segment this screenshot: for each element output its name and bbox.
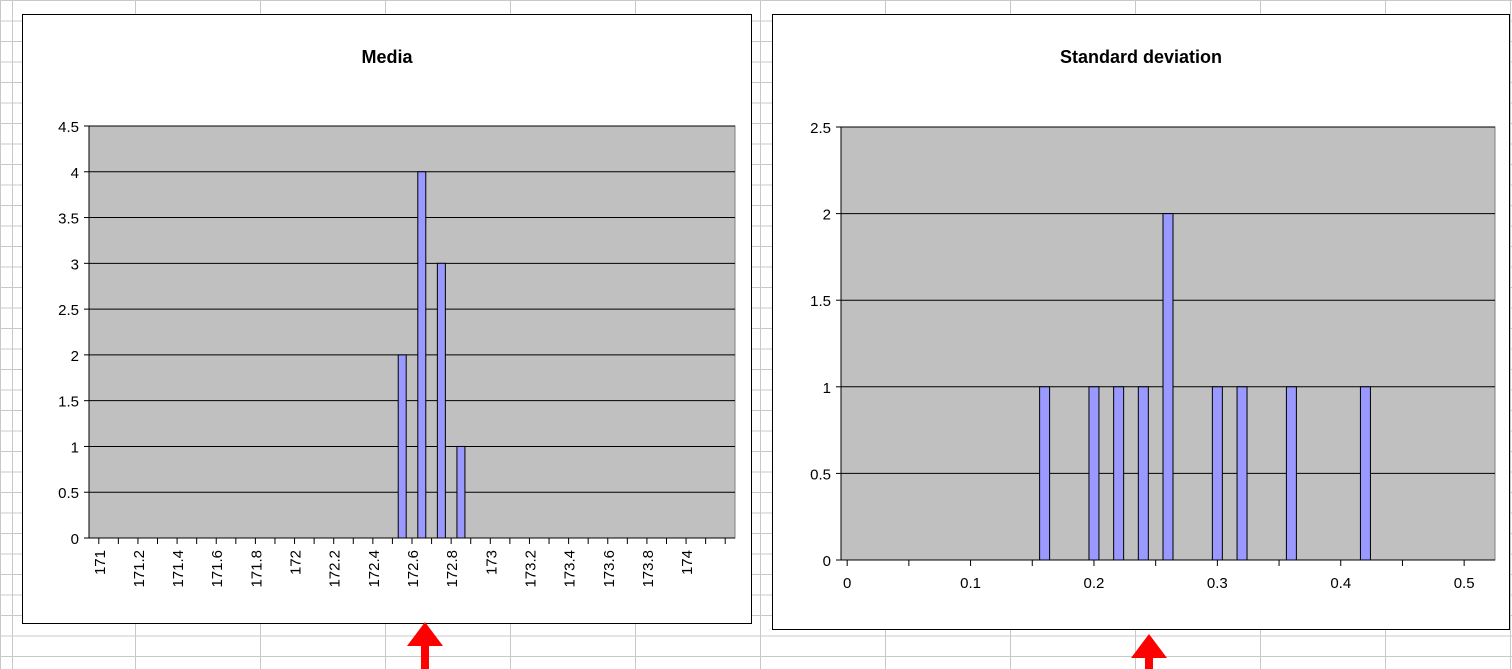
y-tick-label: 0.5 <box>58 485 79 502</box>
y-tick-label: 3.5 <box>58 211 79 228</box>
media-chart-plot: 0 0.5 1 1.5 2 2.5 3 3.5 4 4.5 171 171.2 171.4 171.6 17… <box>58 119 736 588</box>
y-tick-label: 1.5 <box>58 394 79 411</box>
bar <box>1285 386 1297 561</box>
media-chart[interactable]: Media 0 0.5 1 1.5 2 2.5 3 3.5 4 4.5 171 171.2 171.4 1… <box>22 14 752 624</box>
standard-deviation-chart[interactable]: Standard deviation 0 0.5 1 1.5 2 2.5 0 0.1 0.2 0.… <box>772 14 1510 630</box>
bar <box>1113 386 1125 561</box>
x-tick-label: 0.3 <box>1207 575 1228 592</box>
bar <box>1359 386 1371 561</box>
y-tick-label: 4.5 <box>58 119 79 136</box>
x-tick-label: 172.4 <box>366 550 383 588</box>
standard-deviation-chart-plot: 0 0.5 1 1.5 2 2.5 0 0.1 0.2 0.3 0.4 0.5 <box>810 120 1496 592</box>
x-tick-label: 0.2 <box>1084 575 1105 592</box>
bar <box>1211 386 1223 561</box>
bar <box>397 354 407 539</box>
bar <box>1088 386 1100 561</box>
plot-area <box>88 125 736 539</box>
bar <box>1039 386 1051 561</box>
x-tick-label: 172.6 <box>405 550 422 588</box>
x-tick-label: 173.4 <box>562 550 579 588</box>
x-tick-label: 174 <box>679 550 696 575</box>
y-tick-label: 2 <box>71 348 79 365</box>
x-tick-label: 171.4 <box>170 550 187 588</box>
y-tick-label: 1 <box>71 439 79 456</box>
x-tick-label: 0 <box>843 575 851 592</box>
bar <box>1236 386 1248 561</box>
x-tick-label: 172.8 <box>444 550 461 588</box>
y-tick-label: 1 <box>823 380 831 397</box>
y-tick-label: 1.5 <box>810 293 831 310</box>
y-tick-label: 2.5 <box>810 120 831 137</box>
x-tick-label: 173.6 <box>601 550 618 588</box>
y-tick-label: 0 <box>823 553 831 570</box>
y-tick-label: 3 <box>71 256 79 273</box>
bar <box>1162 213 1174 561</box>
x-tick-label: 171 <box>92 550 109 575</box>
chart-title-standard-deviation: Standard deviation <box>1059 47 1223 67</box>
y-tick-label: 0 <box>71 531 79 548</box>
x-tick-label: 173.8 <box>640 550 657 588</box>
x-tick-label: 0.1 <box>960 575 981 592</box>
x-tick-label: 173.2 <box>522 550 539 588</box>
x-tick-label: 171.8 <box>248 550 265 588</box>
x-tick-label: 0.5 <box>1454 575 1475 592</box>
bar <box>456 445 466 539</box>
bar <box>1137 386 1149 561</box>
y-tick-label: 4 <box>71 165 79 182</box>
x-tick-label: 172.2 <box>327 550 344 588</box>
x-tick-label: 173 <box>483 550 500 575</box>
y-tick-label: 2.5 <box>58 302 79 319</box>
y-tick-label: 0.5 <box>810 466 831 483</box>
x-tick-label: 171.2 <box>131 550 148 588</box>
bar <box>436 262 446 539</box>
x-tick-label: 0.4 <box>1330 575 1351 592</box>
chart-title-media: Media <box>361 47 413 67</box>
x-tick-label: 171.6 <box>209 550 226 588</box>
y-tick-label: 2 <box>823 207 831 224</box>
x-tick-label: 172 <box>288 550 305 575</box>
bar <box>417 171 427 539</box>
